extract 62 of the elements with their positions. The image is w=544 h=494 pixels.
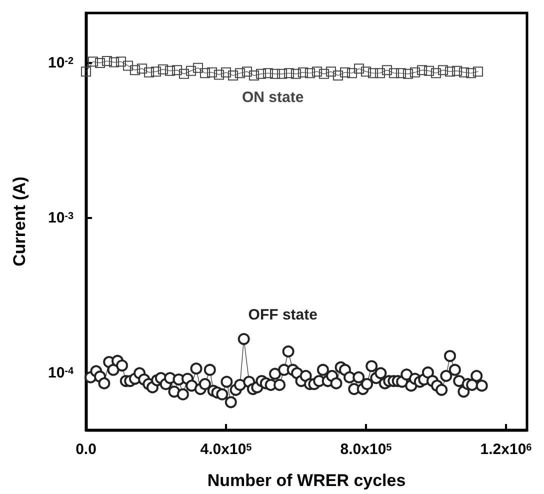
point (347, 68, 357, 78)
point (445, 66, 455, 77)
point (249, 70, 259, 81)
point (277, 68, 287, 79)
point (263, 68, 273, 78)
point (81, 66, 91, 77)
point (361, 66, 371, 77)
point (102, 56, 112, 66)
series-label: OFF state (248, 306, 318, 324)
point (473, 66, 483, 77)
point (340, 67, 350, 78)
point (417, 65, 427, 76)
point (319, 68, 329, 79)
point (368, 68, 378, 78)
point (207, 67, 217, 78)
point (144, 67, 154, 78)
point (431, 68, 441, 78)
point (396, 68, 406, 78)
point (172, 65, 182, 76)
point (284, 68, 294, 78)
point (123, 60, 133, 71)
point (235, 68, 245, 78)
point (424, 66, 434, 76)
point (242, 66, 252, 77)
point (109, 57, 119, 68)
point (116, 56, 126, 67)
point (375, 68, 385, 78)
point (438, 65, 448, 76)
point (389, 68, 399, 78)
point (312, 66, 322, 77)
series-label: ON state (242, 88, 304, 106)
point (256, 68, 266, 79)
point (298, 67, 308, 78)
point (452, 66, 462, 76)
point (193, 62, 203, 73)
y-axis-title: Current (A) (10, 176, 29, 266)
point (403, 68, 413, 79)
point (270, 68, 280, 79)
point (221, 67, 231, 78)
point (228, 70, 238, 81)
point (305, 68, 315, 78)
point (165, 66, 175, 76)
x-tick-label: 0.0 (76, 441, 96, 458)
point (88, 56, 98, 67)
point (130, 65, 140, 76)
point (354, 64, 364, 74)
point (179, 68, 189, 79)
point (459, 67, 469, 78)
point (291, 68, 301, 79)
point (95, 58, 105, 68)
point (382, 65, 392, 76)
x-axis-title: Number of WRER cycles (207, 471, 406, 490)
point (333, 70, 343, 81)
point (200, 68, 210, 78)
point (214, 70, 224, 80)
point (158, 64, 168, 74)
point (137, 64, 147, 74)
point (410, 67, 420, 78)
point (326, 66, 336, 77)
point (186, 66, 196, 76)
point (466, 68, 476, 78)
point (151, 66, 161, 77)
